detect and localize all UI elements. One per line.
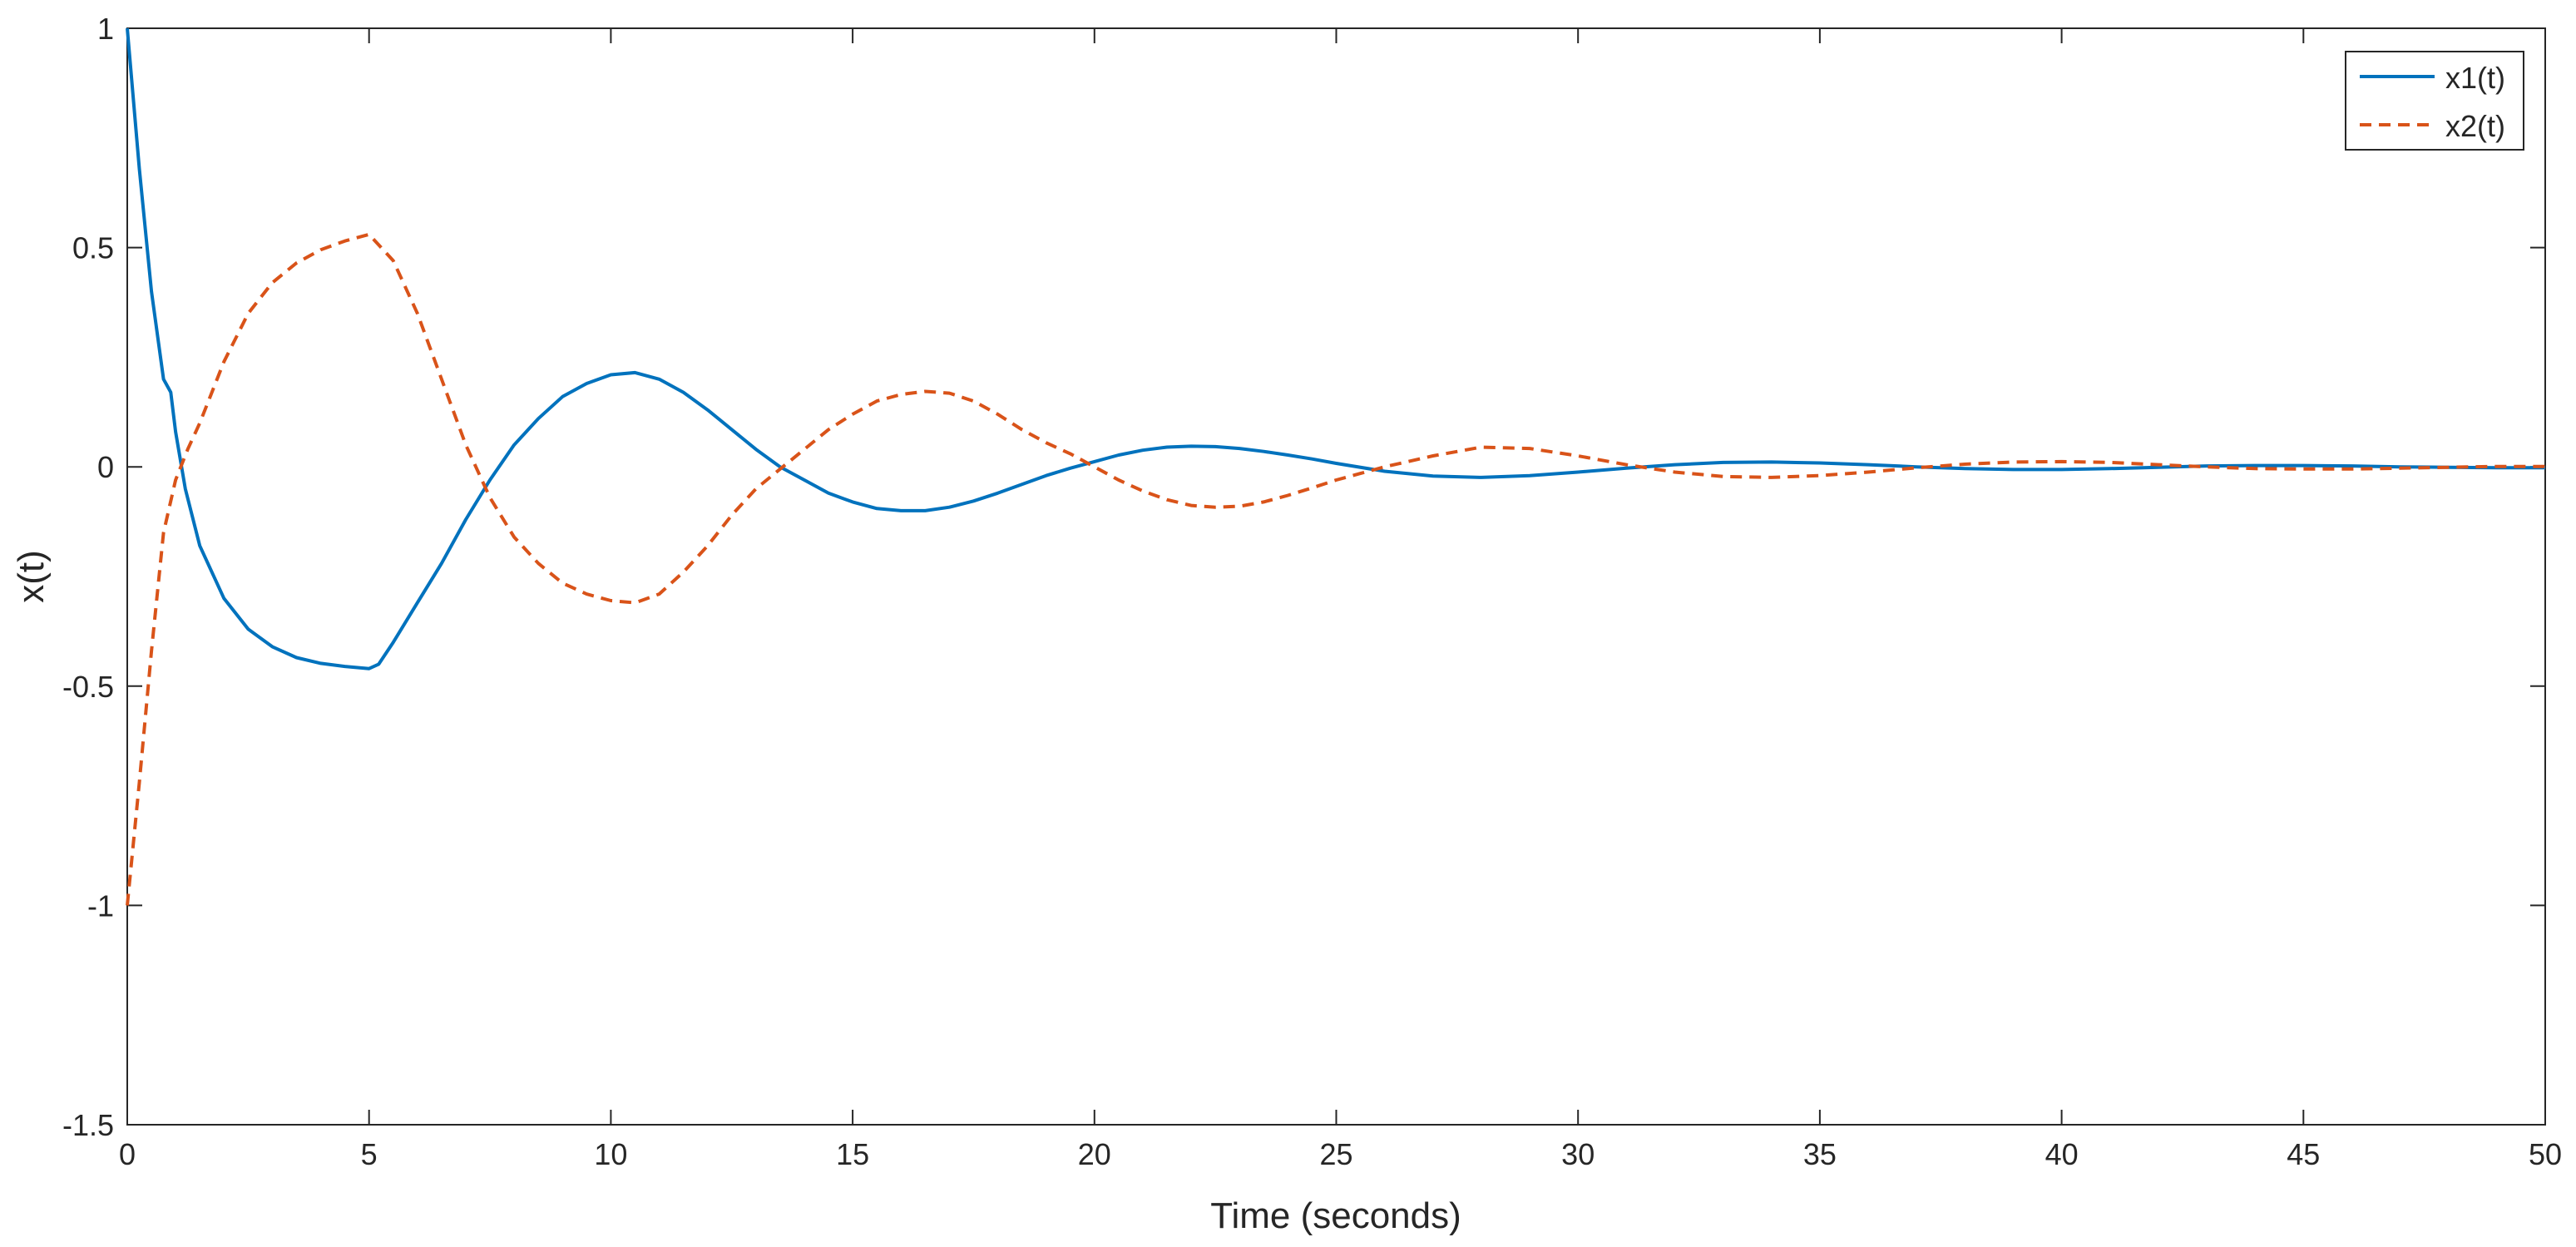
x-tick-label: 35 [1803,1137,1837,1171]
x-axis-label: Time (seconds) [1210,1195,1461,1236]
x-tick-label: 45 [2287,1137,2320,1171]
y-tick-label: 0 [97,450,114,484]
y-tick-label: 0.5 [72,231,114,265]
y-axis-label: x(t) [11,550,52,603]
legend-label-x1: x1(t) [2445,61,2505,95]
tick-labels: 0 5 10 15 20 25 30 35 40 45 50 -1.5 -1 -0.5 0 0.5 1 [62,12,2562,1171]
x-tick-label: 5 [361,1137,378,1171]
y-tick-label: -0.5 [62,670,114,704]
tick-marks [126,27,2546,1126]
legend-label-x2: x2(t) [2445,109,2505,143]
x-tick-label: 15 [836,1137,869,1171]
series-line-x2t [126,232,2545,906]
series-line-x1t [126,27,2545,671]
x-tick-label: 20 [1078,1137,1111,1171]
y-tick-label: 1 [97,12,114,46]
legend-box [2345,51,2524,151]
legend: x1(t) x2(t) [2345,51,2524,151]
series-layer [126,27,2545,906]
x-tick-label: 25 [1319,1137,1352,1171]
x-tick-label: 0 [119,1137,136,1171]
x-tick-label: 10 [594,1137,627,1171]
axes-box [126,27,2546,1126]
y-tick-label: -1 [87,888,114,923]
x-tick-label: 30 [1561,1137,1595,1171]
y-tick-label: -1.5 [62,1108,114,1142]
x-tick-label: 40 [2045,1137,2079,1171]
x-tick-label: 50 [2529,1137,2562,1171]
plot-area [126,27,2546,1126]
